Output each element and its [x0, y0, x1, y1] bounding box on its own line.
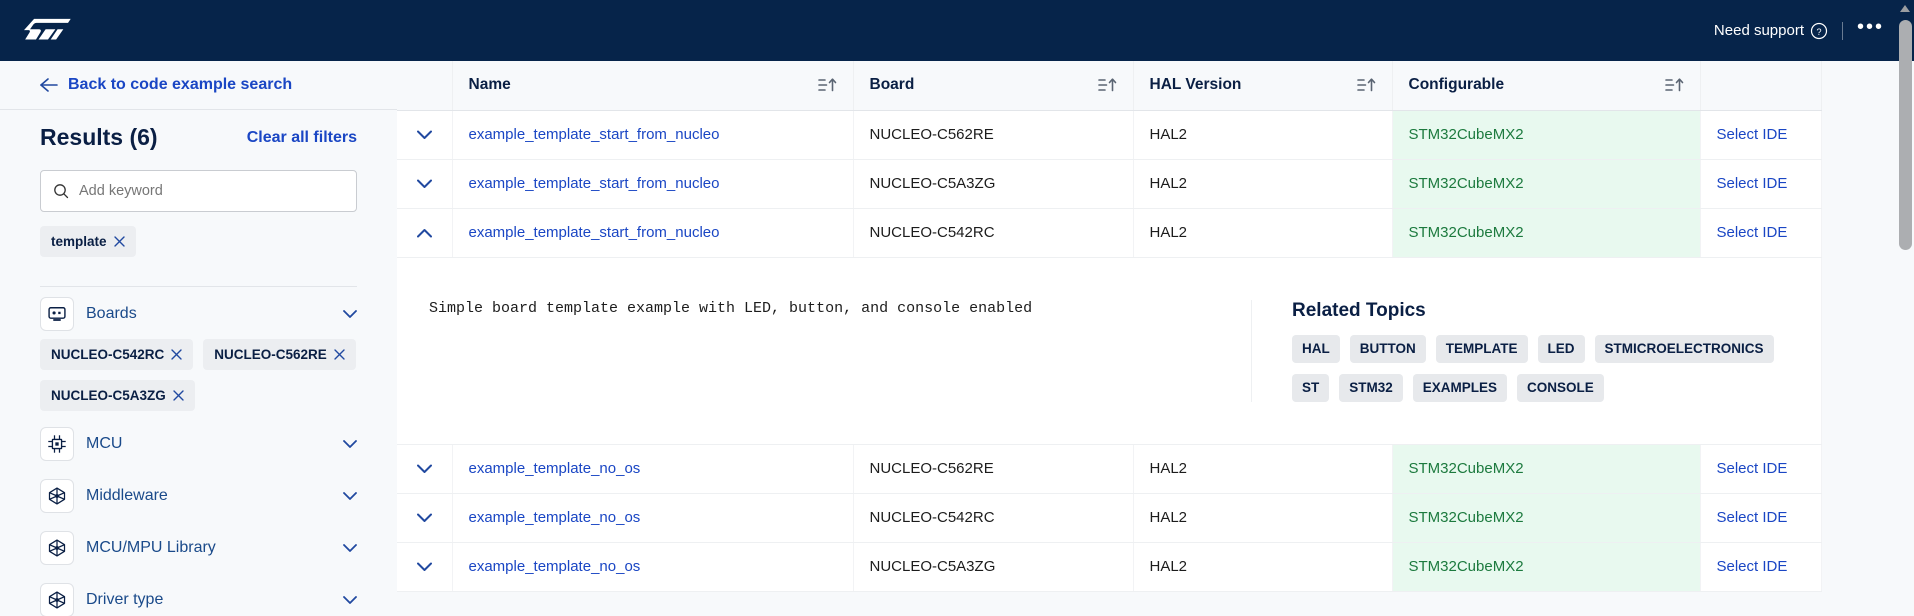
svg-text:?: ? [1816, 27, 1821, 37]
